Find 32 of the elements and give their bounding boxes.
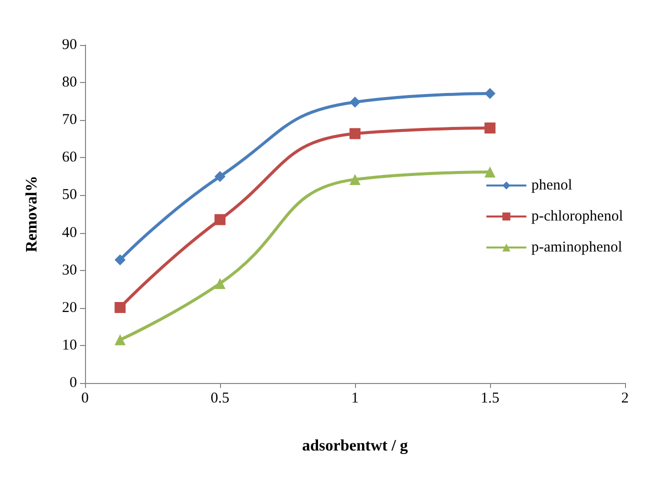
x-tick-label: 1: [351, 390, 359, 406]
point: [484, 88, 496, 99]
legend-label: p-chlorophenol: [531, 208, 623, 224]
point: [114, 302, 126, 314]
y-tick-label: 0: [70, 375, 77, 391]
legend-label: phenol: [531, 178, 572, 194]
point: [214, 214, 226, 226]
y-tick-label: 30: [62, 262, 77, 278]
x-axis-title: adsorbentwt / g: [302, 438, 408, 454]
y-axis-title: Removal%: [24, 176, 40, 252]
y-tick-label: 20: [62, 300, 77, 316]
y-tick-label: 80: [62, 74, 77, 91]
legend-label: p-aminophenol: [531, 240, 622, 256]
y-tick-label: 90: [62, 37, 77, 53]
y-tick-label: 40: [62, 224, 77, 241]
point: [350, 96, 360, 108]
point: [350, 174, 360, 185]
point: [114, 254, 126, 266]
y-tick-label: 70: [62, 112, 77, 128]
x-tick-label: 1.5: [480, 390, 500, 406]
y-tick-label: 50: [62, 187, 77, 204]
x-tick-label: 2: [621, 390, 629, 406]
point: [484, 166, 496, 178]
point: [350, 128, 360, 140]
point: [484, 122, 496, 134]
x-tick-label: 0.5: [210, 390, 230, 406]
point: [214, 278, 226, 289]
point: [214, 170, 226, 182]
point: [114, 334, 126, 346]
y-tick-label: 60: [62, 150, 77, 166]
x-tick-label: 0: [81, 390, 89, 406]
y-tick-label: 10: [62, 337, 77, 354]
